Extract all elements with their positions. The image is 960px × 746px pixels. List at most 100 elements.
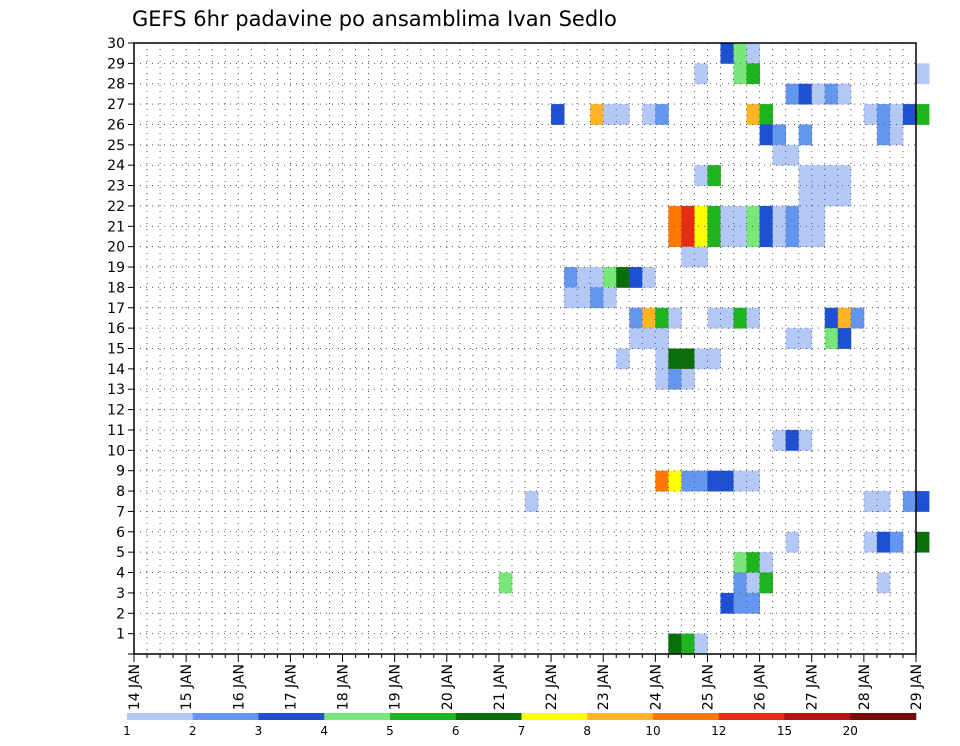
heatmap-cell	[785, 531, 800, 553]
heatmap-cell	[564, 267, 578, 288]
heatmap-cell	[603, 267, 617, 288]
heatmap-cell	[811, 226, 826, 248]
heatmap-cell	[733, 205, 747, 227]
heatmap-cell	[785, 226, 800, 248]
legend-label: 8	[583, 724, 591, 738]
heatmap-cell	[564, 287, 578, 309]
heatmap-cell	[616, 348, 630, 370]
x-axis: 14 JAN 15 JAN 16 JAN 17 JAN 18 JAN 19 JAN 20 J…	[127, 654, 925, 710]
y-tick-label: 9	[116, 464, 125, 480]
heatmap-cell	[837, 185, 852, 207]
heatmap-cell	[772, 205, 787, 227]
y-tick-label: 2	[116, 606, 125, 622]
legend-swatch	[718, 713, 785, 720]
y-tick-label: 6	[116, 525, 125, 541]
heatmap-cell	[720, 226, 734, 248]
heatmap-cell	[798, 83, 813, 105]
heatmap-cell	[694, 348, 708, 370]
heatmap-cell	[824, 185, 839, 207]
y-tick-label: 20	[107, 240, 125, 256]
heatmap-cell	[798, 226, 813, 248]
heatmap-cell	[824, 165, 839, 186]
heatmap-cell	[733, 43, 747, 64]
heatmap-cell	[525, 491, 539, 512]
legend-swatch	[784, 713, 851, 720]
heatmap-cell	[642, 307, 656, 329]
x-tick-label: 22 JAN	[544, 664, 560, 710]
x-tick-label: 21 JAN	[492, 664, 508, 710]
heatmap-cell	[772, 124, 787, 146]
heatmap-cell	[759, 104, 774, 125]
heatmap-cell	[681, 246, 695, 268]
heatmap-cell	[668, 633, 682, 655]
heatmap-cell	[668, 226, 682, 248]
heatmap-cell	[889, 104, 904, 125]
y-tick-label: 10	[107, 443, 125, 459]
heatmap-cell	[655, 368, 669, 390]
legend-swatch	[521, 713, 588, 720]
legend-swatch	[192, 713, 259, 720]
y-tick-label: 26	[107, 117, 125, 133]
legend-label: 4	[320, 724, 328, 738]
legend-swatch	[390, 713, 457, 720]
y-tick-label: 4	[116, 566, 125, 582]
y-tick-label: 23	[107, 179, 125, 195]
heatmap-cell	[902, 491, 917, 512]
heatmap-cell	[590, 104, 604, 125]
x-tick-label: 14 JAN	[127, 664, 143, 710]
heatmap-cell	[681, 226, 695, 248]
x-tick-label: 18 JAN	[336, 664, 352, 710]
heatmap-cell	[668, 307, 682, 329]
heatmap-cell	[733, 63, 747, 85]
heatmap-cell	[577, 287, 591, 309]
heatmap-cell	[720, 205, 734, 227]
heatmap-cell	[746, 470, 760, 492]
heatmap-cell	[629, 267, 643, 288]
legend-swatch	[127, 713, 194, 720]
heatmap-cell	[916, 531, 930, 553]
heatmap-cell	[733, 592, 747, 614]
y-tick-label: 15	[107, 342, 125, 358]
y-tick-label: 17	[107, 301, 125, 317]
heatmap-cell	[733, 552, 747, 573]
heatmap-cell	[603, 287, 617, 309]
heatmap-cell	[902, 104, 917, 125]
heatmap-cell	[811, 185, 826, 207]
x-tick-label: 26 JAN	[753, 664, 769, 710]
heatmap-cell	[824, 307, 839, 329]
heatmap-cell	[629, 307, 643, 329]
heatmap-cell	[876, 124, 891, 146]
heatmap-cell	[798, 328, 813, 349]
heatmap-cell	[746, 205, 760, 227]
heatmap-cell	[785, 144, 800, 166]
heatmap-cell	[642, 328, 656, 349]
y-tick-label: 13	[107, 382, 125, 398]
heatmap-cell	[707, 470, 721, 492]
legend-label: 5	[386, 724, 394, 738]
heatmap-cell	[590, 267, 604, 288]
legend-label: 15	[777, 724, 792, 738]
heatmap-cell	[707, 165, 721, 186]
heatmap-cell	[616, 267, 630, 288]
heatmap-cell	[837, 328, 852, 349]
legend: 1 2 3 4 5 6 7 8 10 12 15 20	[123, 713, 917, 738]
legend-swatch	[653, 713, 720, 720]
heatmap-cell	[694, 633, 708, 655]
heatmap-cell	[681, 205, 695, 227]
heatmap-cell	[668, 348, 682, 370]
heatmap-cell	[681, 348, 695, 370]
heatmap-cell	[850, 307, 865, 329]
x-tick-label: 17 JAN	[283, 664, 299, 710]
heatmap-cell	[694, 246, 708, 268]
heatmap-cell	[811, 205, 826, 227]
legend-label: 12	[711, 724, 726, 738]
legend-label: 20	[843, 724, 858, 738]
heatmap-cell	[616, 104, 630, 125]
heatmap-cell	[785, 205, 800, 227]
heatmap-cell	[655, 307, 669, 329]
y-tick-label: 11	[107, 423, 125, 439]
y-tick-label: 8	[116, 484, 125, 500]
heatmap-cell	[746, 104, 760, 125]
heatmap-cell	[655, 328, 669, 349]
heatmap-cell	[746, 552, 760, 573]
